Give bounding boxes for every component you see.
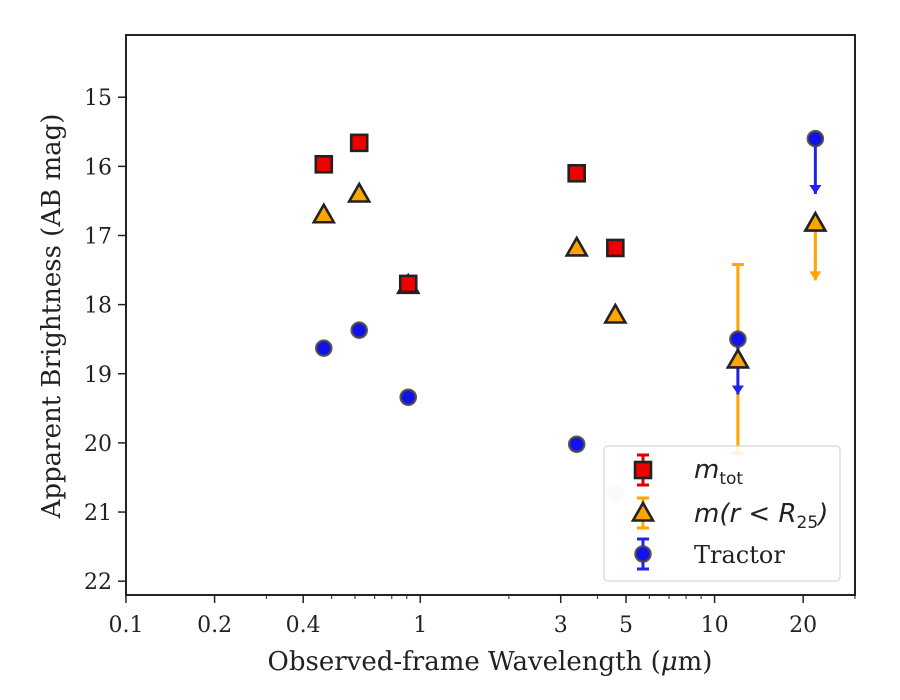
- tractor-point-6: [806, 129, 825, 148]
- x-tick-label-1: 0.2: [197, 613, 232, 638]
- plot-area: 0.1 0.2 0.4 1 3 5 10 20 15 16 17 18 19 20 21 22: [84, 34, 856, 638]
- x-tick-label-2: 0.4: [286, 613, 321, 638]
- y-tick-label-5: 20: [84, 432, 112, 457]
- x-axis-label: Observed-frame Wavelength (μm): [268, 647, 713, 677]
- x-tick-label-7: 20: [789, 613, 817, 638]
- mr25-point-5: [725, 347, 751, 369]
- legend-marker-mtot: [633, 460, 653, 480]
- mr25-point-0: [311, 202, 337, 224]
- mtot-point-4: [606, 238, 625, 258]
- x-axis-label-post: m): [678, 647, 713, 677]
- mtot-point-1: [349, 133, 369, 153]
- mr25-limit-arrow-6-head: [809, 271, 822, 281]
- legend: mtot m(r < R25) Tractor: [603, 445, 841, 582]
- tractor-limit-arrow-6-head: [809, 185, 822, 195]
- y-tick-label-1: 16: [84, 155, 112, 180]
- mr25-point-6: [803, 210, 828, 232]
- mtot-point-2: [398, 274, 418, 294]
- tractor-point-5: [729, 330, 747, 348]
- mtot-point-0: [314, 154, 334, 174]
- legend-markers: [630, 453, 656, 571]
- tractor-point-3: [567, 435, 586, 454]
- y-axis-label: Apparent Brightness (AB mag): [37, 114, 67, 520]
- y-tick-label-7: 22: [84, 570, 112, 595]
- legend-box: [603, 445, 841, 582]
- x-tick-label-0: 0.1: [109, 613, 144, 638]
- y-tick-label-6: 21: [84, 501, 112, 526]
- legend-label-mtot-sub: tot: [719, 469, 743, 489]
- tractor-point-1: [350, 321, 368, 340]
- mr25-point-1: [346, 181, 372, 203]
- legend-label-mtot-main: m: [694, 455, 719, 485]
- y-tick-label-2: 17: [84, 224, 112, 249]
- tractor-point-0: [314, 339, 333, 357]
- y-tick-label-0: 15: [84, 86, 112, 111]
- legend-marker-mr25: [630, 500, 656, 522]
- legend-marker-tractor: [634, 545, 652, 563]
- legend-label-mr25-sub: 25: [797, 513, 819, 533]
- x-tick-label-5: 5: [619, 613, 633, 638]
- x-tick-label-4: 3: [554, 613, 568, 638]
- mr25-point-4: [603, 302, 628, 324]
- legend-label-mtot: mtot: [694, 455, 743, 489]
- x-tick-label-6: 10: [701, 613, 729, 638]
- legend-label-mr25-main: m(r < R: [694, 499, 797, 529]
- x-tick-label-3: 1: [413, 613, 427, 638]
- y-tick-label-4: 19: [84, 363, 112, 388]
- legend-label-mr25: m(r < R25): [694, 499, 828, 533]
- tractor-point-2: [399, 388, 418, 407]
- plot-frame: [125, 34, 856, 596]
- legend-label-tractor: Tractor: [694, 541, 785, 569]
- mr25-point-3: [564, 235, 589, 257]
- x-axis-label-mu: μ: [661, 647, 678, 677]
- x-axis-label-pre: Observed-frame Wavelength (: [268, 647, 661, 677]
- mtot-point-3: [567, 163, 587, 183]
- y-tick-label-3: 18: [84, 294, 112, 319]
- legend-label-mr25-tail: ): [816, 499, 828, 529]
- tractor-limit-arrow-5-head: [731, 385, 744, 395]
